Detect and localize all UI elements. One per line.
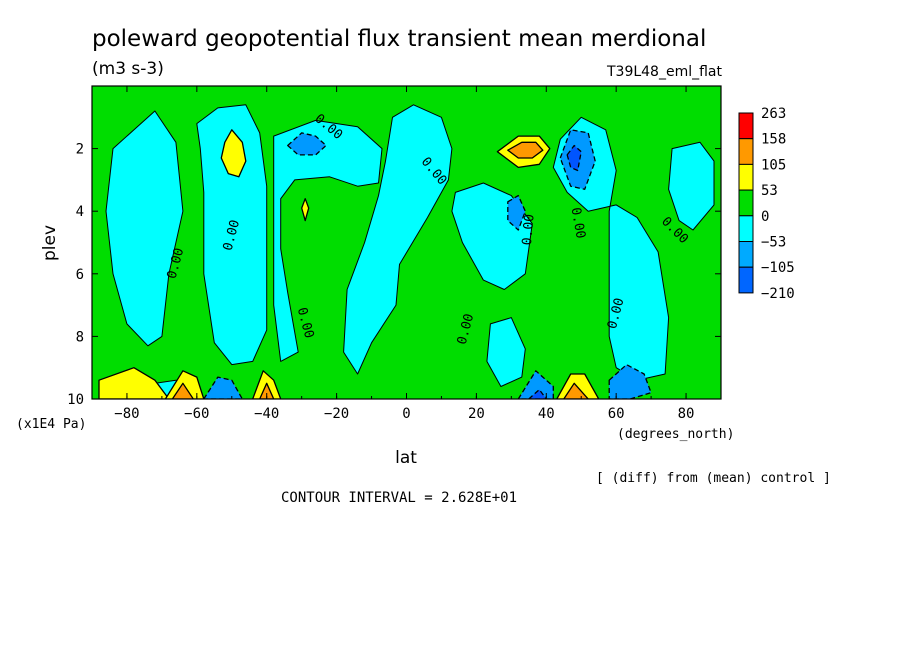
- y-tick-label: 4: [76, 204, 84, 220]
- plot-area: 0.000.000.000.000.000.000.00 0.000.000.00: [92, 86, 721, 399]
- legend-swatch: [738, 138, 754, 165]
- diff-note: [ (diff) from (mean) control ]: [596, 471, 831, 486]
- chart-title: poleward geopotential flux transient mea…: [92, 26, 706, 52]
- legend-swatch: [738, 189, 754, 217]
- x-tick-label: 80: [678, 406, 695, 422]
- legend-level-label: 0: [761, 209, 769, 225]
- contour-region-pos2: [220, 129, 247, 178]
- contour-region-neg3: [528, 388, 547, 399]
- legend-swatch: [738, 215, 754, 243]
- contour-label: 0.00: [520, 213, 538, 246]
- contour-region-pos2: [301, 198, 310, 222]
- contour-region-pos3: [259, 382, 275, 399]
- contour-region-neg1: [343, 104, 453, 375]
- y-tick-label: 10: [67, 392, 84, 408]
- contour-region-neg1: [486, 317, 526, 387]
- chart-units: (m3 s-3): [92, 59, 164, 79]
- contour-region-neg2: [608, 363, 652, 399]
- legend-level-label: 158: [761, 132, 786, 148]
- legend-level-label: −105: [761, 260, 795, 276]
- legend-swatch: [738, 241, 754, 268]
- contour-region-neg2: [287, 132, 327, 156]
- contour-interval-text: CONTOUR INTERVAL = 2.628E+01: [281, 490, 517, 506]
- x-tick-label: 0: [402, 406, 410, 422]
- contour-region-pos3: [507, 141, 544, 159]
- y-axis-units: (x1E4 Pa): [16, 417, 86, 432]
- x-axis-label: lat: [395, 448, 417, 468]
- legend-level-label: −53: [761, 235, 786, 251]
- x-tick-label: −20: [324, 406, 349, 422]
- contour-region-neg2: [203, 376, 243, 399]
- contour-region-pos3: [563, 382, 589, 399]
- contour-region-neg2: [517, 370, 554, 399]
- legend-level-label: 263: [761, 106, 786, 122]
- x-tick-label: −40: [254, 406, 279, 422]
- x-tick-label: −60: [184, 406, 209, 422]
- contour-region-pos2: [98, 367, 170, 399]
- legend-swatch: [738, 266, 754, 294]
- legend-level-label: 53: [761, 183, 778, 199]
- legend-level-label: 105: [761, 157, 786, 173]
- legend-level-label: −210: [761, 286, 795, 302]
- contour-region-neg1: [105, 110, 184, 347]
- legend-swatch: [738, 163, 754, 191]
- contour-region-neg3: [566, 144, 582, 172]
- contour-region-neg1: [668, 141, 715, 231]
- y-tick-label: 2: [76, 142, 84, 158]
- contour-region-neg1: [273, 119, 383, 362]
- y-axis-label: plev: [40, 225, 60, 261]
- x-tick-label: −80: [114, 406, 139, 422]
- contour-label: 0.00: [568, 206, 588, 239]
- x-tick-label: 40: [538, 406, 555, 422]
- contour-region-neg2: [507, 194, 526, 231]
- y-tick-label: 6: [76, 267, 84, 283]
- contour-region-neg1: [196, 104, 268, 366]
- x-tick-label: 60: [608, 406, 625, 422]
- y-tick-label: 8: [76, 329, 84, 345]
- contour-region-pos3: [171, 382, 194, 399]
- x-axis-units: (degrees_north): [617, 427, 734, 442]
- legend-swatch: [738, 112, 754, 140]
- x-tick-label: 20: [468, 406, 485, 422]
- run-label: T39L48_eml_flat: [606, 64, 723, 80]
